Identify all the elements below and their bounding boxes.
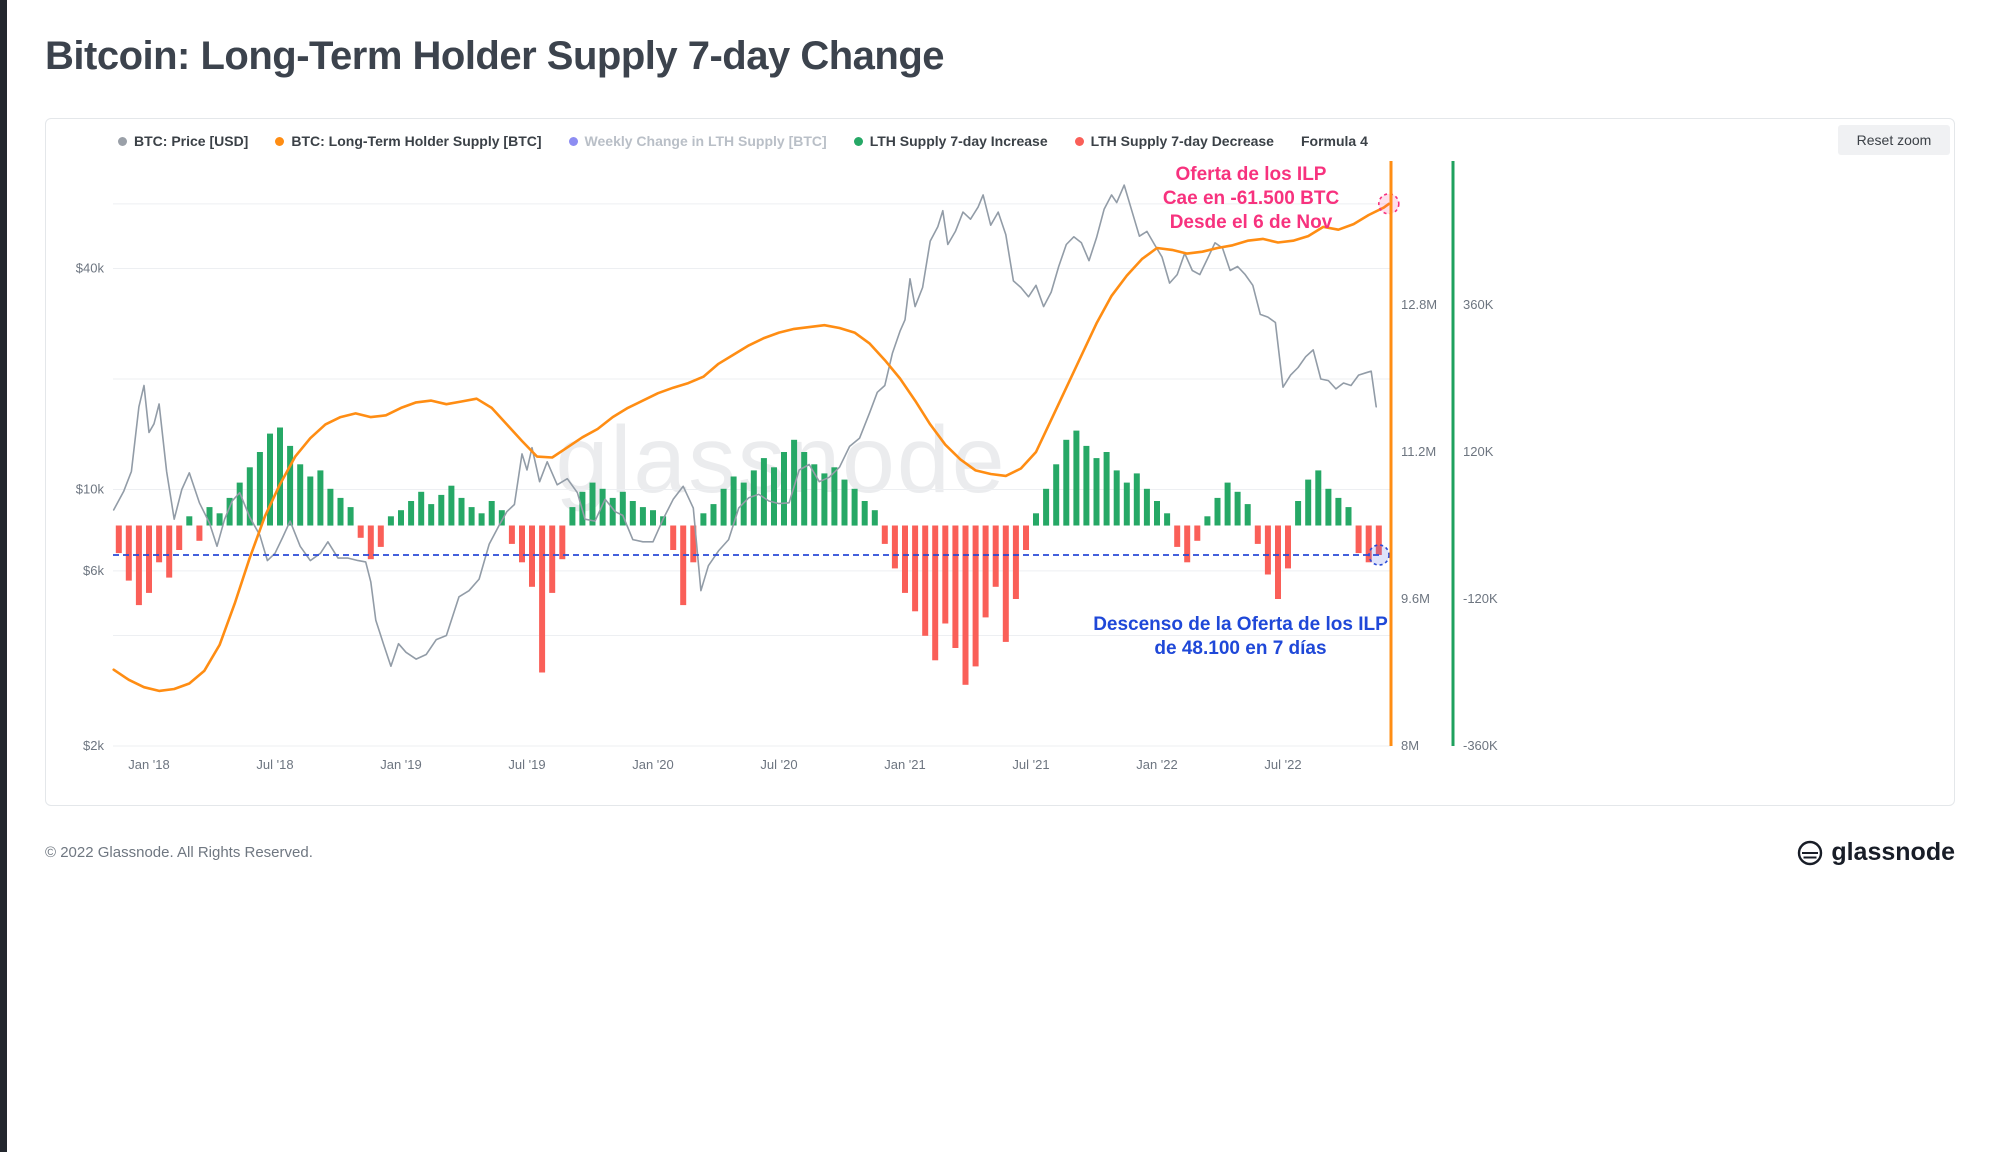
legend-label: Weekly Change in LTH Supply [BTC] [584, 133, 827, 149]
legend-label: LTH Supply 7-day Increase [869, 133, 1048, 149]
svg-text:$10k: $10k [76, 482, 105, 497]
supply-axis-labels: 12.8M 11.2M 9.6M 8M [1401, 297, 1437, 753]
svg-text:Jul '20: Jul '20 [760, 757, 797, 772]
chart-legend: BTC: Price [USD] BTC: Long-Term Holder Su… [118, 133, 1368, 149]
legend-item-2[interactable]: Weekly Change in LTH Supply [BTC] [568, 133, 827, 149]
svg-text:Jul '22: Jul '22 [1264, 757, 1301, 772]
svg-text:-120K: -120K [1463, 591, 1498, 606]
svg-text:Jan '20: Jan '20 [632, 757, 674, 772]
legend-item-4[interactable]: LTH Supply 7-day Decrease [1074, 133, 1274, 149]
svg-text:120K: 120K [1463, 444, 1494, 459]
svg-text:11.2M: 11.2M [1401, 444, 1436, 459]
change-axis-labels: 360K 120K -120K -360K [1463, 297, 1498, 753]
price-line-series [112, 184, 1377, 668]
legend-dot-icon [275, 136, 285, 146]
svg-text:Jan '21: Jan '21 [884, 757, 926, 772]
svg-text:-360K: -360K [1463, 738, 1498, 753]
svg-text:Jul '21: Jul '21 [1012, 757, 1049, 772]
legend-dot-icon [853, 136, 863, 146]
page-title: Bitcoin: Long-Term Holder Supply 7-day C… [45, 34, 945, 78]
legend-dot-icon [118, 136, 127, 146]
change-bars [115, 427, 1382, 685]
svg-text:Jul '18: Jul '18 [256, 757, 293, 772]
svg-text:360K: 360K [1463, 297, 1494, 312]
legend-label: BTC: Long-Term Holder Supply [BTC] [291, 133, 542, 149]
chart-plot-area[interactable]: $40k $10k $6k $2k 12.8M 11.2M 9.6M 8M 360K 120K -1… [46, 119, 1956, 807]
legend-label: LTH Supply 7-day Decrease [1090, 133, 1274, 149]
legend-dot-icon [568, 136, 578, 146]
svg-text:Jan '19: Jan '19 [380, 757, 422, 772]
legend-item-0[interactable]: BTC: Price [USD] [118, 133, 248, 149]
glassnode-logo-icon [1798, 840, 1823, 865]
svg-text:Jul '19: Jul '19 [508, 757, 545, 772]
svg-text:$2k: $2k [83, 738, 104, 753]
page-footer: © 2022 Glassnode. All Rights Reserved. g… [45, 838, 1955, 867]
svg-text:Jan '22: Jan '22 [1136, 757, 1178, 772]
x-axis-labels: Jan '18 Jul '18 Jan '19 Jul '19 Jan '20 Jul '… [128, 757, 1301, 772]
legend-dot-icon [1074, 136, 1084, 146]
svg-text:$40k: $40k [76, 261, 105, 276]
legend-item-3[interactable]: LTH Supply 7-day Increase [853, 133, 1048, 149]
price-axis-labels: $40k $10k $6k $2k [76, 261, 105, 754]
annotation-circles [1368, 193, 1400, 566]
svg-text:9.6M: 9.6M [1401, 591, 1430, 606]
glassnode-logo: glassnode [1797, 838, 1955, 867]
svg-text:8M: 8M [1401, 738, 1419, 753]
legend-item-5[interactable]: Formula 4 [1301, 133, 1368, 149]
glassnode-logo-text: glassnode [1831, 838, 1955, 866]
legend-label: Formula 4 [1300, 133, 1368, 149]
chart-card: BTC: Price [USD] BTC: Long-Term Holder Su… [45, 118, 1955, 806]
svg-text:12.8M: 12.8M [1401, 297, 1437, 312]
legend-item-1[interactable]: BTC: Long-Term Holder Supply [BTC] [275, 133, 542, 149]
legend-label: BTC: Price [USD] [134, 133, 249, 149]
svg-text:$6k: $6k [83, 563, 104, 578]
price-gridlines [113, 203, 1391, 747]
copyright-text: © 2022 Glassnode. All Rights Reserved. [45, 844, 313, 861]
reset-zoom-button[interactable]: Reset zoom [1838, 125, 1950, 155]
supply-line-series [112, 202, 1391, 693]
svg-text:Jan '18: Jan '18 [128, 757, 170, 772]
window-edge-bar [0, 0, 7, 1152]
